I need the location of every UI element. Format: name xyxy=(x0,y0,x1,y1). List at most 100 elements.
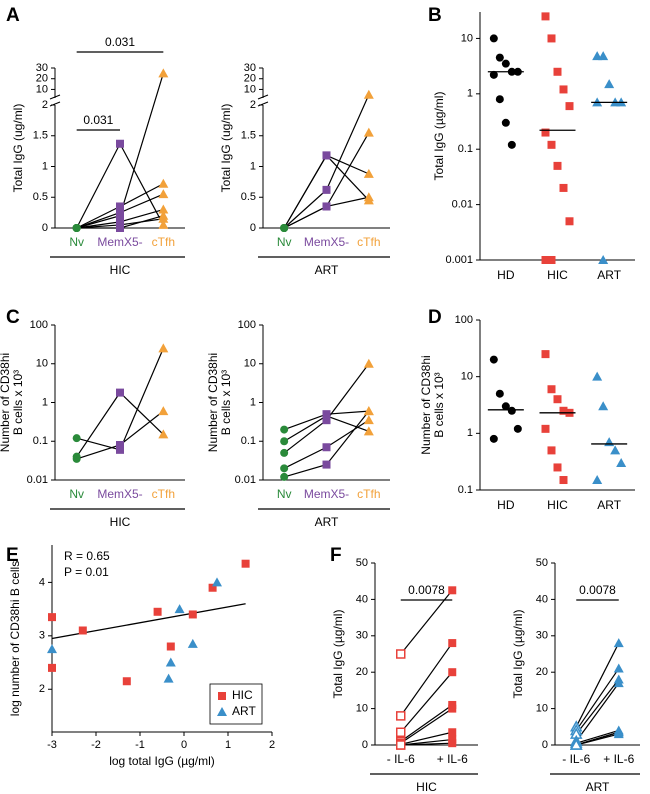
point xyxy=(218,692,226,700)
point xyxy=(322,411,331,420)
x-tick-label: cTfh xyxy=(152,235,175,249)
point xyxy=(613,678,624,688)
p-value: 0.0078 xyxy=(408,583,445,597)
y-tick-label: 0 xyxy=(42,222,48,234)
x-tick-label: Nv xyxy=(277,487,292,501)
point xyxy=(217,707,227,716)
point xyxy=(363,358,374,368)
point xyxy=(116,441,124,450)
x-tick-label: -2 xyxy=(91,739,101,751)
point xyxy=(547,446,556,455)
point xyxy=(116,139,124,148)
y-tick-label: 1 xyxy=(250,160,256,172)
group-label: ART xyxy=(315,515,339,529)
y-axis-label: Total IgG (µg/ml) xyxy=(511,610,525,699)
point xyxy=(280,425,289,434)
point xyxy=(448,739,457,748)
x-tick-label: -3 xyxy=(47,739,57,751)
point xyxy=(116,224,124,232)
y-axis-label: Total IgG (ug/ml) xyxy=(11,104,25,193)
x-tick-label: - IL-6 xyxy=(562,752,590,766)
point xyxy=(163,673,174,683)
group-label: HIC xyxy=(110,515,131,529)
point xyxy=(187,638,198,648)
point xyxy=(280,224,289,232)
pair-line xyxy=(400,671,453,733)
y-tick-label: 2 xyxy=(39,683,45,695)
point xyxy=(569,738,583,750)
point xyxy=(322,202,331,211)
point xyxy=(116,208,124,217)
point xyxy=(604,79,615,89)
y-tick-label: 20 xyxy=(244,73,256,85)
x-tick-label: cTfh xyxy=(357,487,380,501)
point xyxy=(501,118,510,127)
point xyxy=(322,151,331,160)
y-tick-label: 30 xyxy=(244,62,256,74)
point xyxy=(507,406,516,415)
y-tick-label: 1 xyxy=(42,160,48,172)
y-tick-label: 100 xyxy=(30,319,48,331)
pair-line xyxy=(400,731,453,745)
point xyxy=(363,127,374,137)
point xyxy=(448,668,457,677)
y-tick-label: 0.1 xyxy=(458,484,473,496)
panel-letter: B xyxy=(428,5,442,26)
point xyxy=(559,183,568,192)
point xyxy=(592,371,603,381)
point xyxy=(448,704,457,713)
y-axis-label: Total IgG (ug/ml) xyxy=(219,104,233,193)
point xyxy=(363,406,374,416)
panel-letter: C xyxy=(6,307,20,328)
y-tick-label: 0 xyxy=(362,739,368,751)
x-tick-label: HD xyxy=(497,498,515,512)
y-tick-label: 2 xyxy=(42,99,48,111)
point xyxy=(72,224,81,232)
group-label: HIC xyxy=(110,263,131,277)
y-tick-label: 1.5 xyxy=(33,130,48,142)
x-tick-label: MemX5- xyxy=(97,235,142,249)
y-tick-label: 0.01 xyxy=(452,199,473,211)
y-tick-label: 10 xyxy=(244,358,256,370)
pair-line xyxy=(400,742,453,746)
pair-line xyxy=(283,196,369,229)
point xyxy=(448,586,457,595)
x-tick-label: cTfh xyxy=(152,487,175,501)
y-axis-label: B cells x 10³ xyxy=(219,370,233,435)
point xyxy=(158,68,169,78)
y-tick-label: 20 xyxy=(36,73,48,85)
point xyxy=(363,192,374,202)
y-tick-label: 50 xyxy=(356,557,368,569)
point xyxy=(501,402,510,411)
pair-line xyxy=(575,682,620,742)
point xyxy=(598,401,609,411)
point xyxy=(48,663,56,672)
legend-label: HIC xyxy=(232,688,253,702)
group-label: ART xyxy=(586,780,610,794)
point xyxy=(553,395,562,404)
point xyxy=(47,644,57,654)
point xyxy=(559,406,568,415)
y-tick-label: 0 xyxy=(250,222,256,234)
pair-line xyxy=(575,668,620,731)
stat-annotation: P = 0.01 xyxy=(64,565,109,579)
point xyxy=(613,638,624,648)
point xyxy=(553,161,562,170)
legend-box xyxy=(209,683,263,725)
panel-letter: A xyxy=(6,5,20,26)
x-tick-label: + IL-6 xyxy=(437,752,468,766)
point xyxy=(165,657,176,667)
y-tick-label: 10 xyxy=(244,83,256,95)
point xyxy=(188,610,197,619)
point xyxy=(592,475,603,485)
point xyxy=(495,53,504,62)
point xyxy=(396,649,406,659)
point xyxy=(158,204,169,214)
point xyxy=(116,202,124,211)
point xyxy=(363,426,374,436)
point xyxy=(448,728,457,737)
group-label: HIC xyxy=(416,780,437,794)
y-tick-label: 100 xyxy=(238,319,256,331)
x-tick-label: 0 xyxy=(181,739,187,751)
y-axis-label: Number of CD38hi xyxy=(0,353,12,452)
